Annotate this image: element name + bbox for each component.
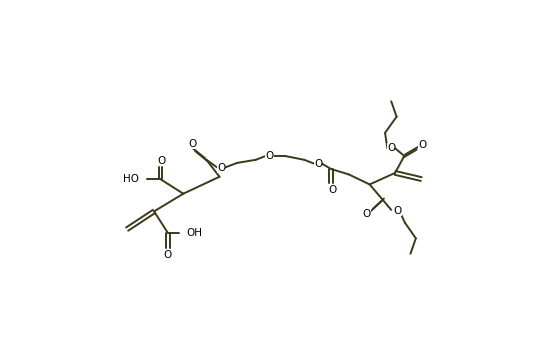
Text: O: O <box>362 209 370 219</box>
Text: O: O <box>164 250 172 260</box>
Text: OH: OH <box>187 228 202 238</box>
Text: O: O <box>393 206 401 216</box>
Text: O: O <box>314 159 322 169</box>
Text: HO: HO <box>123 174 139 184</box>
Text: O: O <box>217 162 225 173</box>
Text: O: O <box>387 143 395 153</box>
Text: O: O <box>265 151 274 161</box>
Text: O: O <box>329 185 337 195</box>
Text: O: O <box>158 156 166 166</box>
Text: O: O <box>418 140 426 150</box>
Text: O: O <box>188 139 197 149</box>
